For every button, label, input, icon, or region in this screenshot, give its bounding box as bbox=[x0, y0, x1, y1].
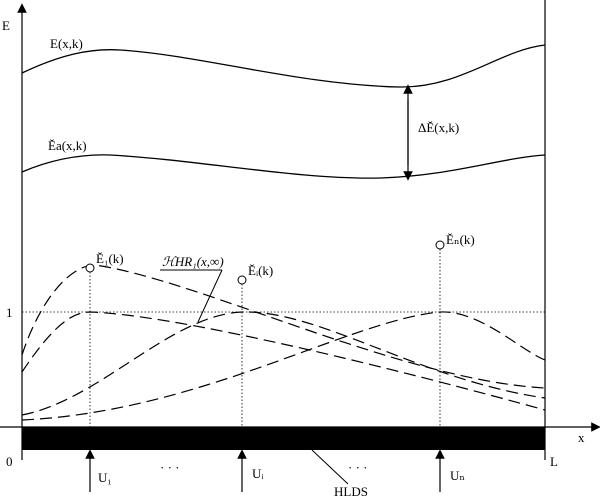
last-contribution-label: Ĕₙ(k) bbox=[446, 232, 475, 247]
last-input-label: Uₙ bbox=[450, 468, 465, 483]
difference-label: ΔĔ(x,k) bbox=[418, 120, 459, 135]
middle-marker bbox=[237, 275, 247, 285]
last-contribution bbox=[21, 311, 546, 421]
function-label: ℋHR₁(x,∞) bbox=[162, 254, 224, 269]
first-input-label: U₁ bbox=[98, 470, 112, 485]
total-curve bbox=[21, 44, 546, 88]
hlds-bar bbox=[22, 427, 545, 450]
bar-label: HLDS bbox=[334, 484, 368, 499]
first-marker bbox=[85, 263, 95, 273]
y-axis-label: E bbox=[2, 18, 10, 33]
middle-contribution bbox=[21, 311, 546, 416]
envelope-curve bbox=[21, 264, 546, 389]
x-axis-label: x bbox=[578, 430, 585, 445]
middle-input-label: Uᵢ bbox=[252, 466, 264, 481]
total-label: E(x,k) bbox=[50, 36, 83, 51]
last-marker bbox=[435, 240, 445, 250]
bar-leader bbox=[311, 449, 349, 485]
ellipsis: · · · bbox=[348, 460, 368, 475]
first-contribution-label: Ĕ₁(k) bbox=[96, 251, 124, 266]
middle-contribution-label: Ĕᵢ(k) bbox=[248, 263, 273, 278]
unit-level-label: 1 bbox=[6, 305, 13, 320]
end-label: L bbox=[550, 454, 558, 469]
origin-label: 0 bbox=[6, 454, 13, 469]
function-leader bbox=[197, 269, 223, 323]
applied-label: Ĕa(x,k) bbox=[48, 138, 87, 153]
applied-curve bbox=[21, 154, 546, 179]
ellipsis: · · · bbox=[160, 460, 180, 475]
first-contribution bbox=[21, 311, 546, 411]
